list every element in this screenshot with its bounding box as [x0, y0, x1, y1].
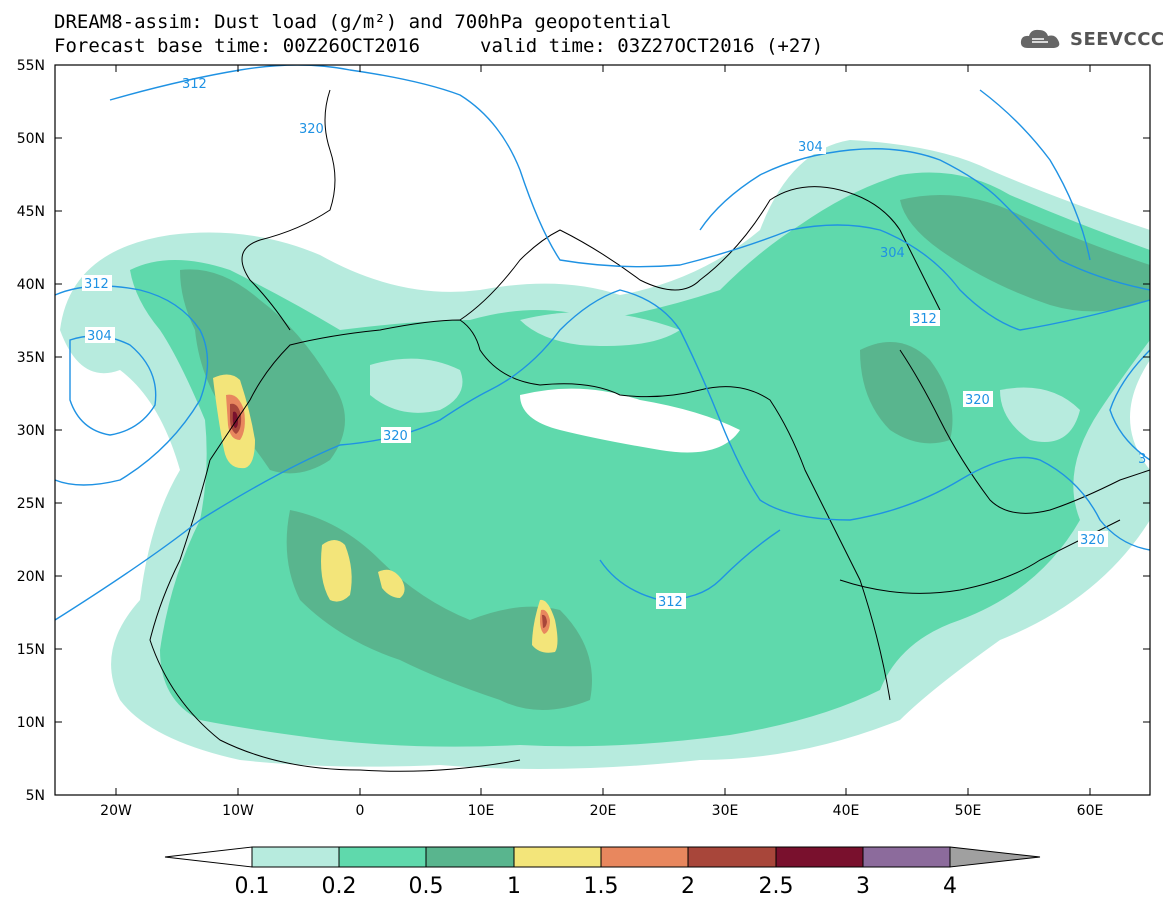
colorbar-tick-label: 2.5 — [759, 874, 794, 899]
contour-label: 304 — [87, 329, 112, 344]
contour-320 — [55, 289, 1150, 621]
colorbar-labels: 0.1 0.2 0.5 1 1.5 2 2.5 3 4 — [235, 874, 958, 899]
longitude-labels: 20W 10W 0 10E 20E 30E 40E 50E 60E — [100, 803, 1103, 819]
contour-label: 320 — [1080, 533, 1105, 548]
dust-region-dark-atlas — [180, 269, 345, 474]
contour-label: 3 — [1138, 452, 1146, 467]
coastlines — [149, 89, 1150, 772]
dust-gap-libya — [520, 388, 740, 453]
dust-region-peak-morocco — [230, 403, 242, 434]
lat-label: 45N — [17, 204, 45, 220]
dust-gap-arabia — [1000, 387, 1080, 442]
contour-304-north — [699, 148, 1150, 291]
map-frame — [54, 64, 1151, 796]
latitude-labels: 55N 50N 45N 40N 35N 30N 25N 20N 15N 10N … — [17, 58, 45, 804]
lat-label: 15N — [17, 642, 45, 658]
colorbar-tick-label: 2 — [681, 874, 695, 899]
axis-ticks — [55, 64, 1150, 795]
contour-312-west — [55, 285, 209, 486]
dust-region-core-chad — [540, 609, 550, 634]
colorbar-bin — [687, 846, 777, 868]
cloud-icon — [1020, 29, 1060, 48]
contour-label: 320 — [383, 429, 408, 444]
seevccc-logo: SEEVCCC — [1018, 24, 1165, 54]
lat-label: 5N — [26, 788, 45, 804]
lat-label: 10N — [17, 715, 45, 731]
colorbar-bin — [600, 846, 689, 868]
contour-label: 304 — [798, 140, 823, 155]
contour-label: 312 — [658, 595, 683, 610]
colorbar-tick-label: 0.2 — [322, 874, 357, 899]
lon-label: 50E — [955, 803, 982, 819]
dust-region-high-niger — [378, 569, 405, 598]
dust-region-max-morocco — [232, 411, 238, 428]
dust-load-field — [60, 140, 1150, 769]
valid-time: valid time: 03Z27OCT2016 (+27) — [480, 35, 824, 57]
map-title: DREAM8-assim: Dust load (g/m²) and 700hP… — [54, 11, 672, 33]
contour-304-east — [979, 89, 1091, 261]
contour-312-south — [599, 529, 781, 601]
dust-region-light — [60, 140, 1150, 769]
dust-region-dark-middle-east — [860, 342, 953, 444]
dust-region-dark-caspian — [900, 195, 1150, 312]
colorbar-bin — [775, 846, 864, 868]
dust-region-high-morocco — [213, 374, 255, 469]
dust-region-dark-sahel — [286, 510, 592, 710]
colorbar-bin — [513, 846, 602, 868]
dust-region-high-mali — [321, 540, 352, 602]
lat-label: 50N — [17, 131, 45, 147]
dust-gap-mediterranean — [520, 312, 680, 346]
colorbar-bin — [862, 846, 951, 868]
contour-320-east — [1109, 349, 1150, 461]
lon-label: 60E — [1077, 803, 1104, 819]
colorbar-tick-label: 3 — [856, 874, 870, 899]
dust-gap-sahara — [370, 358, 463, 413]
lon-label: 0 — [356, 803, 365, 819]
lat-label: 35N — [17, 350, 45, 366]
colorbar-over-arrow — [949, 846, 1041, 868]
lat-label: 30N — [17, 423, 45, 439]
contour-label: 312 — [84, 277, 109, 292]
forecast-base-time: Forecast base time: 00Z26OCT2016 — [54, 35, 421, 57]
dust-region-core-morocco — [226, 394, 245, 440]
lon-label: 20E — [590, 803, 617, 819]
lat-label: 55N — [17, 58, 45, 74]
colorbar-tick-label: 0.1 — [235, 874, 270, 899]
contour-label-group: 312 304 312 304 320 320 312 320 320 312 … — [82, 77, 1146, 610]
contour-label: 312 — [912, 312, 937, 327]
dust-region-peak-chad — [542, 614, 547, 628]
contour-312-north — [109, 65, 1150, 331]
colorbar-tick-label: 1 — [507, 874, 521, 899]
colorbar-tick-label: 0.5 — [409, 874, 444, 899]
contour-label: 320 — [965, 393, 990, 408]
lon-label: 10W — [222, 803, 254, 819]
geopotential-contours — [55, 65, 1150, 621]
contour-label: 312 — [182, 77, 207, 92]
colorbar-bin — [251, 846, 340, 868]
colorbar — [164, 846, 1041, 868]
colorbar-tick-label: 4 — [943, 874, 957, 899]
contour-label: 304 — [880, 246, 905, 261]
logo-text: SEEVCCC — [1070, 28, 1165, 50]
colorbar-bin — [425, 846, 515, 868]
lat-label: 25N — [17, 496, 45, 512]
colorbar-bin — [338, 846, 427, 868]
colorbar-tick-label: 1.5 — [584, 874, 619, 899]
colorbar-under-arrow — [164, 846, 253, 868]
dust-region-medium — [130, 172, 1150, 747]
dust-region-high-chad — [532, 599, 558, 653]
contour-304-west — [69, 335, 157, 436]
contour-label: 320 — [299, 122, 324, 137]
lon-label: 20W — [100, 803, 132, 819]
lat-label: 40N — [17, 277, 45, 293]
lat-label: 20N — [17, 569, 45, 585]
lon-label: 30E — [712, 803, 739, 819]
lon-label: 40E — [833, 803, 860, 819]
lon-label: 10E — [468, 803, 495, 819]
